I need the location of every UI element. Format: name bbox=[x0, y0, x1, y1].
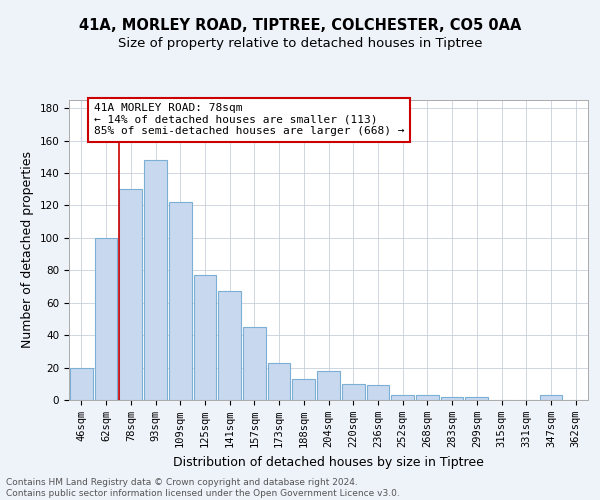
Bar bbox=[268, 362, 290, 400]
Bar bbox=[317, 371, 340, 400]
Bar bbox=[292, 379, 315, 400]
Bar bbox=[95, 238, 118, 400]
Bar bbox=[367, 386, 389, 400]
Text: 41A MORLEY ROAD: 78sqm
← 14% of detached houses are smaller (113)
85% of semi-de: 41A MORLEY ROAD: 78sqm ← 14% of detached… bbox=[94, 103, 404, 136]
Text: Contains HM Land Registry data © Crown copyright and database right 2024.
Contai: Contains HM Land Registry data © Crown c… bbox=[6, 478, 400, 498]
X-axis label: Distribution of detached houses by size in Tiptree: Distribution of detached houses by size … bbox=[173, 456, 484, 468]
Bar bbox=[243, 327, 266, 400]
Text: 41A, MORLEY ROAD, TIPTREE, COLCHESTER, CO5 0AA: 41A, MORLEY ROAD, TIPTREE, COLCHESTER, C… bbox=[79, 18, 521, 32]
Bar bbox=[169, 202, 191, 400]
Bar bbox=[416, 395, 439, 400]
Bar bbox=[391, 395, 414, 400]
Y-axis label: Number of detached properties: Number of detached properties bbox=[21, 152, 34, 348]
Bar bbox=[144, 160, 167, 400]
Bar bbox=[119, 189, 142, 400]
Bar bbox=[441, 397, 463, 400]
Bar bbox=[70, 368, 93, 400]
Bar bbox=[342, 384, 365, 400]
Bar bbox=[194, 275, 216, 400]
Text: Size of property relative to detached houses in Tiptree: Size of property relative to detached ho… bbox=[118, 38, 482, 51]
Bar bbox=[539, 395, 562, 400]
Bar bbox=[466, 397, 488, 400]
Bar bbox=[218, 292, 241, 400]
